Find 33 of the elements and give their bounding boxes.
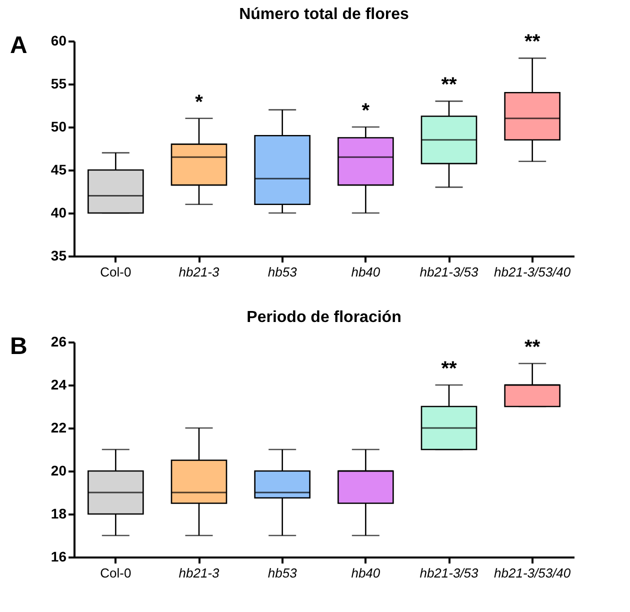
x-tick-label: hb21-3/53 [420, 566, 480, 580]
y-tick-label: 26 [50, 334, 67, 350]
x-tick-label: hb40 [351, 566, 381, 580]
text: B [10, 333, 28, 360]
x-tick-label: Col-0 [100, 566, 132, 580]
text: ** [524, 31, 540, 54]
y-tick-label: 60 [50, 32, 67, 48]
x-tick-label: hb53 [268, 264, 298, 280]
x-tick-label: hb21-3/53 [420, 264, 480, 280]
y-tick-label: 24 [50, 376, 67, 392]
y-tick-label: 50 [50, 118, 67, 134]
y-tick-label: 55 [50, 76, 67, 92]
y-tick-label: 22 [50, 420, 67, 436]
y-tick-label: 40 [50, 204, 67, 220]
chart-title: Número total de flores [239, 6, 409, 24]
text: ** [441, 358, 457, 380]
text: *** [362, 74, 457, 122]
x-tick-label: hb21-3/53/40 [494, 264, 572, 280]
x-tick-label: hb21-3 [178, 566, 220, 580]
chart-title: Periodo de floración [246, 309, 402, 326]
y-tick-label: 45 [50, 162, 67, 178]
y-tick-label: 16 [50, 548, 67, 564]
x-tick-label: Col-0 [100, 264, 132, 280]
text: ** [524, 336, 540, 358]
text: * [195, 91, 203, 114]
y-tick-label: 35 [50, 248, 67, 264]
x-tick-label: hb21-3/53/40 [494, 566, 572, 580]
y-tick-label: 18 [50, 506, 67, 522]
x-tick-label: hb21-3 [178, 264, 220, 280]
x-tick-label: hb53 [268, 566, 298, 580]
y-tick-label: 20 [50, 462, 67, 478]
text: A [10, 32, 28, 59]
x-tick-label: hb40 [351, 264, 381, 280]
